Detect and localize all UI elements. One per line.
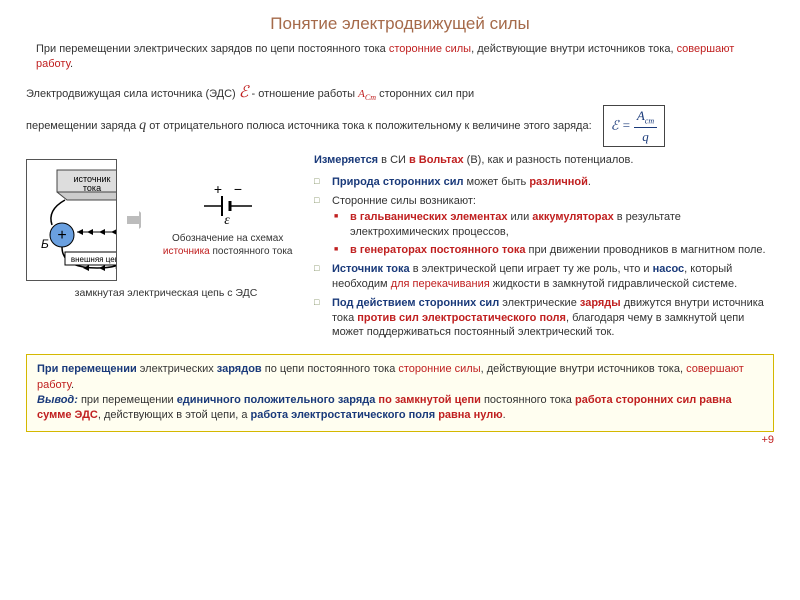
t: , действующие внутри источников тока, [471, 43, 676, 55]
formula-lhs: ℰ [611, 117, 619, 132]
t: сторонних сил при [376, 88, 474, 100]
measure-line: Измеряется в СИ в Вольтах (В), как и раз… [314, 153, 774, 168]
svg-text:внешняя цепь: внешняя цепь [71, 255, 117, 264]
list-item: Сторонние силы возникают: в гальваническ… [314, 194, 774, 258]
t: в Вольтах [409, 154, 464, 166]
t: Измеряется [314, 154, 378, 166]
circuit-caption: замкнутая электрическая цепь с ЭДС [26, 287, 306, 301]
svg-text:+: + [214, 182, 222, 197]
slide-number: +9 [26, 434, 774, 446]
list-item: в генераторах постоянного тока при движе… [332, 243, 774, 258]
definition-paragraph: Электродвижущая сила источника (ЭДС) ℰ -… [26, 81, 774, 105]
list-item: Под действием сторонних сил электрически… [314, 296, 774, 341]
bullet-list: Природа сторонних сил может быть различн… [314, 175, 774, 340]
svg-text:ε: ε [224, 213, 230, 226]
list-item: в гальванических элементах или аккумулят… [332, 210, 774, 240]
circuit-diagram: источник тока + − [26, 159, 117, 281]
t: . [70, 58, 73, 70]
t: постоянного тока [210, 246, 293, 257]
formula-box: ℰ = Aст q [603, 105, 665, 148]
t: в СИ [378, 154, 409, 166]
arrow-icon [125, 208, 142, 232]
formula-fraction: Aст q [634, 109, 657, 144]
t: перемещении заряда [26, 120, 139, 132]
t: При перемещении электрических зарядов по… [36, 43, 389, 55]
list-item: Природа сторонних сил может быть различн… [314, 175, 774, 190]
left-column: источник тока + − [26, 153, 306, 344]
right-column: Измеряется в СИ в Вольтах (В), как и раз… [306, 153, 774, 344]
intro-paragraph: При перемещении электрических зарядов по… [36, 42, 774, 73]
definition-paragraph-2: перемещении заряда q от отрицательного п… [26, 105, 774, 148]
schematic-symbol: + − ε Обозначение на схемах источника по… [149, 182, 306, 258]
t: (В), как и разность потенциалов. [464, 154, 634, 166]
t: Электродвижущая сила источника (ЭДС) [26, 88, 239, 100]
list-item: Источник тока в электрической цепи играе… [314, 262, 774, 292]
t: - отношение работы [248, 88, 358, 100]
t: сторонние силы [389, 43, 471, 55]
t: Обозначение на схемах [172, 233, 283, 244]
svg-text:тока: тока [83, 183, 101, 193]
page-title: Понятие электродвижущей силы [26, 14, 774, 34]
svg-text:−: − [234, 182, 242, 197]
svg-text:Б: Б [41, 237, 49, 251]
t: AСт [358, 88, 376, 100]
conclusion-box: При перемещении электрических зарядов по… [26, 354, 774, 432]
t: источника [163, 246, 210, 257]
t: от отрицательного полюса источника тока … [146, 120, 591, 132]
svg-text:+: + [57, 227, 66, 244]
